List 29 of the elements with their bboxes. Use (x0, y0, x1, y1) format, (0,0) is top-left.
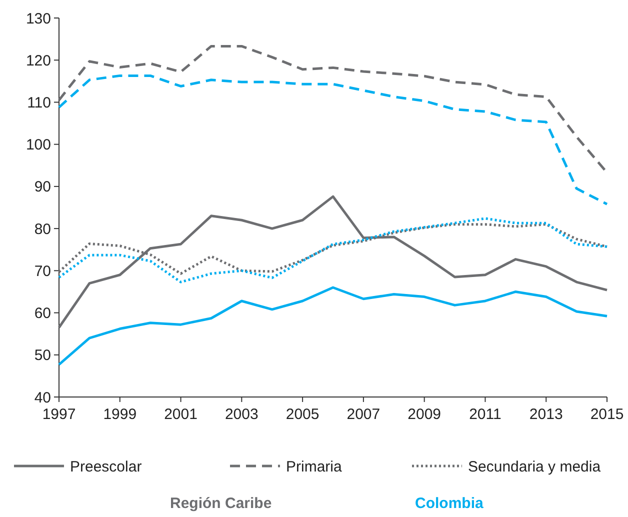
legend-label: Secundaria y media (468, 458, 602, 476)
x-tick-label: 2003 (224, 406, 258, 423)
y-tick-label: 90 (34, 178, 51, 196)
text: Región Caribe (170, 495, 272, 512)
y-tick-label: 130 (26, 10, 51, 28)
y-tick-label: 50 (34, 347, 51, 364)
x-tick-label: 2013 (529, 406, 563, 423)
x-tick-label: 2001 (164, 406, 198, 423)
x-tick-label: 2009 (408, 406, 442, 423)
y-tick-label: 60 (34, 305, 51, 322)
legend-label: Preescolar (70, 458, 142, 476)
y-tick-label: 110 (27, 94, 51, 112)
line-series (58, 195, 608, 329)
x-tick-label: 2011 (469, 406, 502, 423)
line-series (58, 217, 608, 284)
x-tick-label: 2007 (346, 406, 380, 423)
y-tick-label: 80 (34, 220, 51, 238)
legend-label: Primaria (286, 458, 342, 476)
y-tick-label: 100 (26, 136, 51, 154)
line-series (58, 74, 608, 206)
line-series (58, 286, 608, 366)
x-tick-label: 2005 (286, 406, 320, 423)
y-tick-label: 40 (34, 389, 51, 406)
x-tick-label: 1999 (103, 406, 137, 423)
y-tick-label: 70 (34, 262, 51, 280)
text: Colombia (415, 495, 484, 512)
x-tick-label: 1997 (42, 406, 76, 423)
x-tick-label: 2015 (590, 406, 624, 423)
y-tick-label: 120 (26, 52, 51, 70)
